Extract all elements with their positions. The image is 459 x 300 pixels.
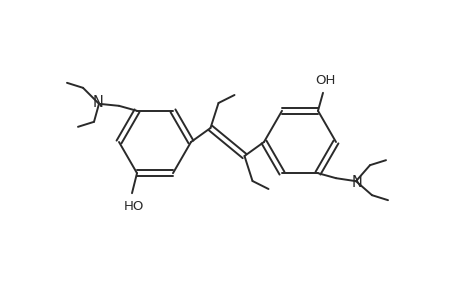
Text: N: N xyxy=(351,175,362,190)
Text: OH: OH xyxy=(314,74,335,87)
Text: HO: HO xyxy=(123,200,144,213)
Text: N: N xyxy=(92,95,103,110)
